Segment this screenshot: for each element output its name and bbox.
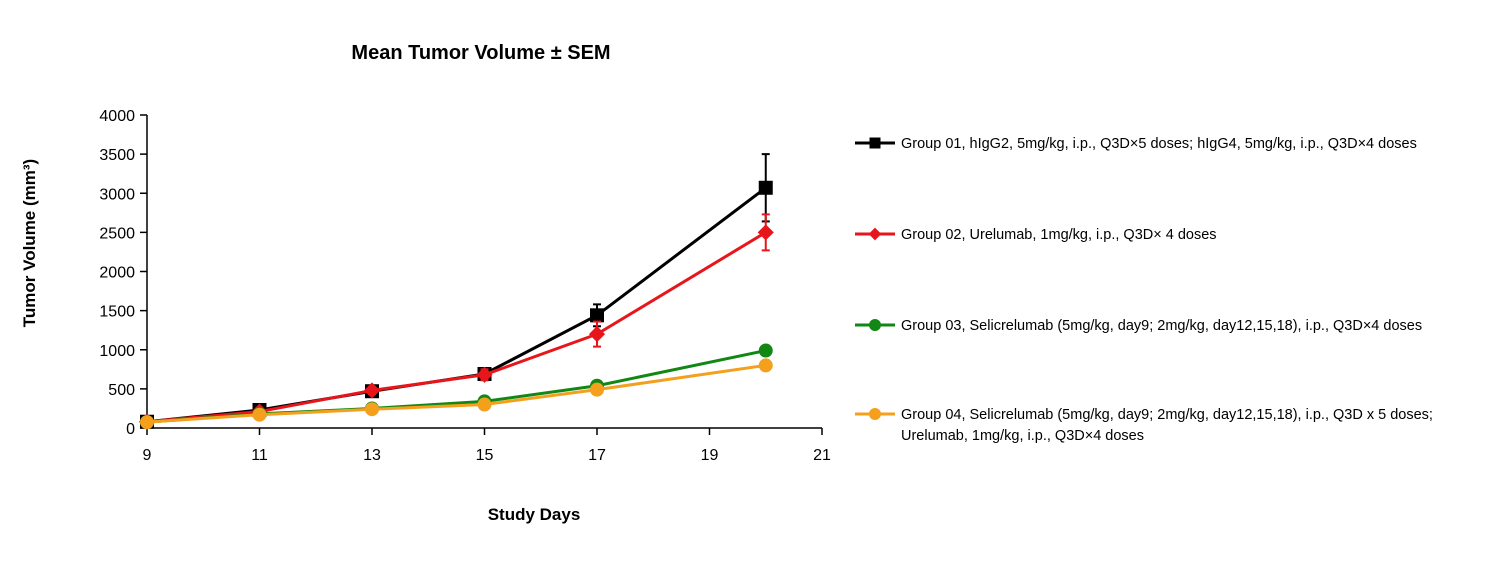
legend-label: Group 03, Selicrelumab (5mg/kg, day9; 2m… <box>901 318 1422 334</box>
series-line <box>146 186 767 424</box>
y-tick-label: 3500 <box>99 147 135 164</box>
y-tick-label: 500 <box>108 382 135 399</box>
legend-label: Group 04, Selicrelumab (5mg/kg, day9; 2m… <box>901 407 1433 423</box>
x-tick-label: 19 <box>701 447 719 464</box>
legend: Group 01, hIgG2, 5mg/kg, i.p., Q3D×5 dos… <box>855 136 1433 444</box>
series-2 <box>138 213 774 430</box>
data-point <box>758 343 773 358</box>
y-axis-title: Tumor Volume (mm³) <box>20 159 39 327</box>
legend-item-4: Group 04, Selicrelumab (5mg/kg, day9; 2m… <box>855 407 1433 444</box>
y-tick-label: 1000 <box>99 343 135 360</box>
y-tick-label: 1500 <box>99 304 135 321</box>
legend-label: Group 01, hIgG2, 5mg/kg, i.p., Q3D×5 dos… <box>901 136 1417 152</box>
y-tick-label: 3000 <box>99 186 135 203</box>
x-axis-title: Study Days <box>488 505 581 524</box>
legend-marker <box>869 408 881 420</box>
x-tick-label: 15 <box>476 447 494 464</box>
legend-item-1: Group 01, hIgG2, 5mg/kg, i.p., Q3D×5 dos… <box>855 136 1417 152</box>
legend-label: Urelumab, 1mg/kg, i.p., Q3D×4 doses <box>901 428 1144 444</box>
legend-marker <box>869 137 881 149</box>
x-tick-label: 21 <box>813 447 831 464</box>
data-point <box>588 326 606 343</box>
data-point <box>476 366 493 383</box>
x-tick-label: 11 <box>251 447 268 464</box>
data-point <box>252 407 267 422</box>
series-4 <box>140 358 773 430</box>
y-tick-label: 0 <box>126 421 135 438</box>
legend-marker <box>869 319 881 331</box>
series-line <box>146 363 766 424</box>
data-point <box>590 308 604 323</box>
data-point <box>758 180 773 195</box>
data-point <box>363 382 381 399</box>
legend-label: Group 02, Urelumab, 1mg/kg, i.p., Q3D× 4… <box>901 227 1217 243</box>
x-tick-label: 17 <box>588 447 606 464</box>
data-point <box>477 397 492 412</box>
series-line <box>146 231 767 424</box>
data-point <box>140 415 154 430</box>
y-tick-label: 2000 <box>99 265 135 282</box>
plot-area <box>138 153 774 430</box>
series-1 <box>140 153 773 429</box>
legend-marker <box>868 227 882 241</box>
data-point <box>758 358 773 373</box>
x-tick-label: 9 <box>143 447 152 464</box>
data-point <box>590 382 604 397</box>
legend-item-3: Group 03, Selicrelumab (5mg/kg, day9; 2m… <box>855 318 1422 334</box>
legend-item-2: Group 02, Urelumab, 1mg/kg, i.p., Q3D× 4… <box>855 227 1217 243</box>
chart-title: Mean Tumor Volume ± SEM <box>351 42 610 64</box>
x-tick-label: 13 <box>363 447 381 464</box>
data-point <box>757 224 774 241</box>
data-point <box>365 402 379 417</box>
y-tick-label: 4000 <box>99 108 135 125</box>
axes: 0 500 1000 1500 2000 2500 3000 3500 4000 9 11 13 15 1… <box>99 108 831 464</box>
y-tick-label: 2500 <box>99 225 135 242</box>
